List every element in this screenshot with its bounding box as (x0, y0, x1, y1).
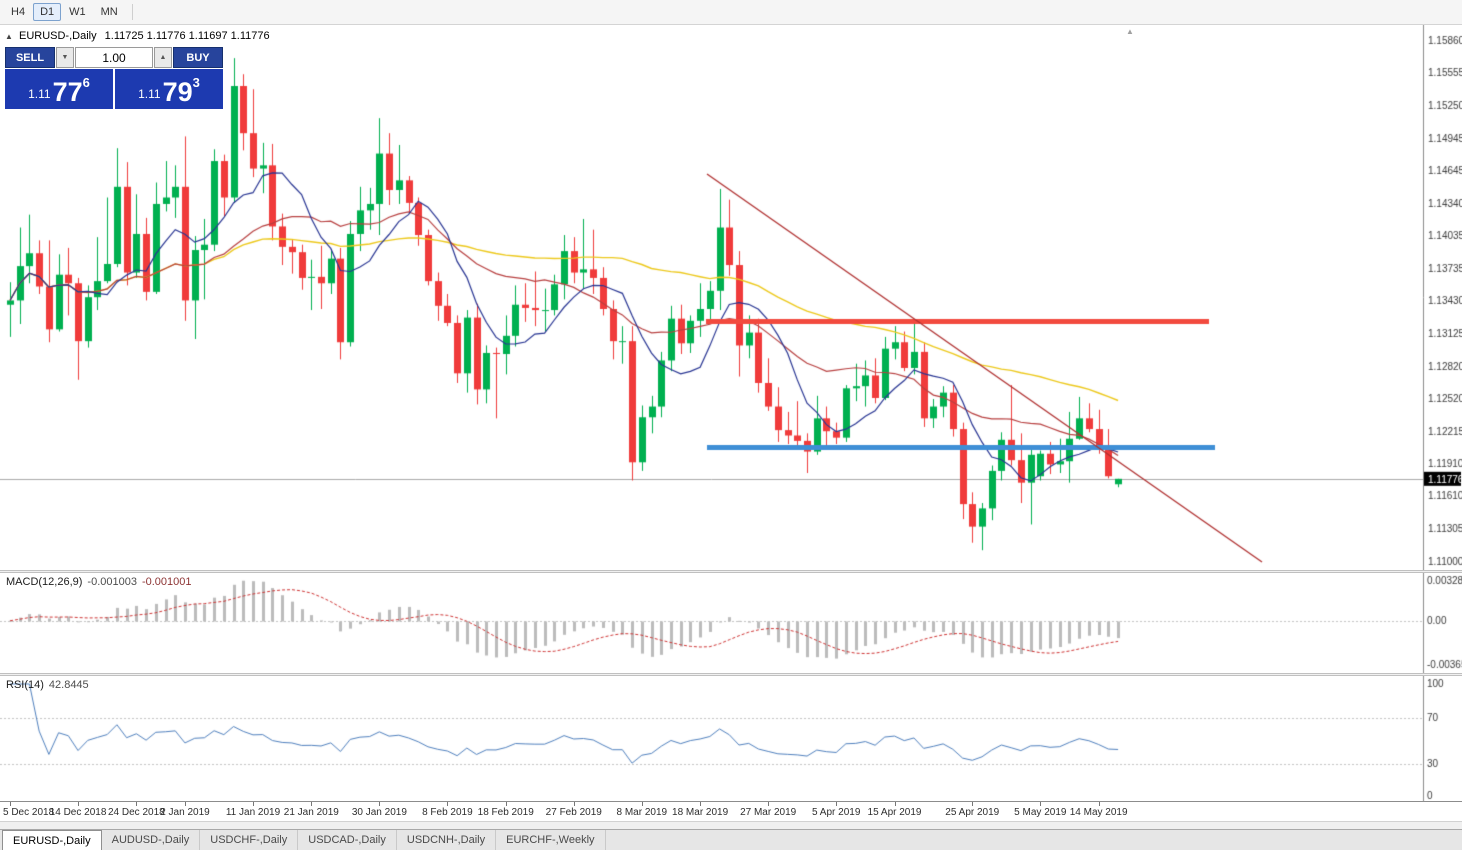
date-label: 18 Mar 2019 (672, 807, 729, 818)
date-label: 18 Feb 2019 (477, 807, 534, 818)
bid-price-pipette: 6 (82, 75, 90, 90)
date-label: 2 Jan 2019 (160, 807, 210, 818)
date-tick (78, 802, 79, 806)
date-tick (506, 802, 507, 806)
date-label: 25 Apr 2019 (945, 807, 1000, 818)
bid-price-box[interactable]: 1.11 77 6 (5, 69, 113, 109)
date-label: 24 Dec 2018 (108, 807, 165, 818)
ask-price-pipette: 3 (192, 75, 200, 90)
date-label: 14 May 2019 (1069, 807, 1128, 818)
date-tick (379, 802, 380, 806)
date-label: 21 Jan 2019 (283, 807, 339, 818)
date-tick (895, 802, 896, 806)
chart-ohlc-values: 1.11725 1.11776 1.11697 1.11776 (104, 30, 270, 42)
date-label: 5 Apr 2019 (812, 807, 861, 818)
tab-usdchf-daily[interactable]: USDCHF-,Daily (200, 830, 299, 850)
date-label: 5 May 2019 (1014, 807, 1067, 818)
buy-button[interactable]: BUY (173, 47, 223, 68)
date-label: 11 Jan 2019 (225, 807, 281, 818)
date-tick (10, 802, 11, 806)
rsi-label: RSI(14) 42.8445 (6, 679, 89, 691)
date-tick (447, 802, 448, 806)
date-label: 5 Dec 2018 (3, 807, 55, 818)
timeframe-w1-button[interactable]: W1 (62, 3, 93, 21)
rsi-pane: RSI(14) 42.8445 (0, 676, 1462, 801)
date-label: 14 Dec 2018 (49, 807, 107, 818)
rsi-value: 42.8445 (48, 679, 89, 691)
macd-signal-value: -0.001001 (141, 576, 192, 588)
timeframe-h4-button[interactable]: H4 (4, 3, 32, 21)
date-label: 27 Mar 2019 (740, 807, 797, 818)
price-chart-canvas[interactable] (0, 25, 1462, 570)
sell-button[interactable]: SELL (5, 47, 55, 68)
chart-shift-icon: ▲ (1126, 27, 1134, 36)
caret-down-icon: ▼ (61, 54, 69, 61)
timeframe-d1-button[interactable]: D1 (33, 3, 62, 21)
date-label: 8 Mar 2019 (616, 807, 668, 818)
date-axis[interactable]: 5 Dec 2018 14 Dec 2018 24 Dec 2018 2 Jan 20… (0, 801, 1462, 821)
macd-label: MACD(12,26,9) -0.001003 -0.001001 (6, 576, 192, 588)
date-tick (836, 802, 837, 806)
date-tick (311, 802, 312, 806)
collapse-icon[interactable]: ▲ (5, 32, 13, 41)
tab-audusd-daily[interactable]: AUDUSD-,Daily (102, 830, 201, 850)
pane-splitter-macd[interactable] (0, 570, 1462, 573)
macd-main-value: -0.001003 (87, 576, 137, 588)
one-click-top-row: SELL ▼ ▲ BUY (5, 47, 223, 68)
macd-name: MACD(12,26,9) (6, 576, 83, 588)
chart-symbol-label: EURUSD-,Daily (18, 30, 97, 42)
caret-up-icon: ▲ (159, 54, 167, 61)
bid-price-prefix: 1.11 (28, 87, 51, 101)
one-click-quote-row: 1.11 77 6 1.11 79 3 (5, 69, 223, 109)
horizontal-scrollbar[interactable] (0, 821, 1462, 829)
macd-pane: MACD(12,26,9) -0.001003 -0.001001 (0, 573, 1462, 673)
timeframe-toolbar: H4 D1 W1 MN (0, 0, 1462, 25)
date-tick (972, 802, 973, 806)
date-label: 30 Jan 2019 (351, 807, 407, 818)
date-label: 15 Apr 2019 (867, 807, 922, 818)
price-pane: ▲ EURUSD-,Daily 1.11725 1.11776 1.11697 … (0, 25, 1462, 570)
tab-eurchf-weekly[interactable]: EURCHF-,Weekly (496, 830, 606, 850)
date-tick (642, 802, 643, 806)
chart-title: ▲ EURUSD-,Daily 1.11725 1.11776 1.11697 … (5, 30, 270, 42)
timeframe-mn-button[interactable]: MN (94, 3, 125, 21)
macd-indicator-canvas[interactable] (0, 573, 1462, 673)
date-tick (1099, 802, 1100, 806)
tab-usdcad-daily[interactable]: USDCAD-,Daily (298, 830, 397, 850)
volume-decrease-button[interactable]: ▼ (56, 47, 74, 68)
ask-price-prefix: 1.11 (138, 87, 161, 101)
date-tick (136, 802, 137, 806)
chart-window: ▲ EURUSD-,Daily 1.11725 1.11776 1.11697 … (0, 25, 1462, 829)
date-label: 8 Feb 2019 (422, 807, 473, 818)
date-tick (574, 802, 575, 806)
rsi-indicator-canvas[interactable] (0, 676, 1462, 801)
date-tick (768, 802, 769, 806)
volume-increase-button[interactable]: ▲ (154, 47, 172, 68)
date-tick (700, 802, 701, 806)
tab-eurusd-daily[interactable]: EURUSD-,Daily (2, 830, 102, 850)
chart-tabs-bar: EURUSD-,Daily AUDUSD-,Daily USDCHF-,Dail… (0, 829, 1462, 850)
pane-splitter-rsi[interactable] (0, 673, 1462, 676)
date-label: 27 Feb 2019 (545, 807, 602, 818)
ask-price-big-digits: 79 (162, 77, 193, 108)
tab-usdcnh-daily[interactable]: USDCNH-,Daily (397, 830, 497, 850)
bid-price-big-digits: 77 (52, 77, 83, 108)
volume-input[interactable] (75, 47, 153, 68)
date-tick (185, 802, 186, 806)
date-tick (253, 802, 254, 806)
toolbar-separator (131, 4, 133, 20)
ask-price-box[interactable]: 1.11 79 3 (115, 69, 223, 109)
rsi-name: RSI(14) (6, 679, 44, 691)
date-tick (1040, 802, 1041, 806)
